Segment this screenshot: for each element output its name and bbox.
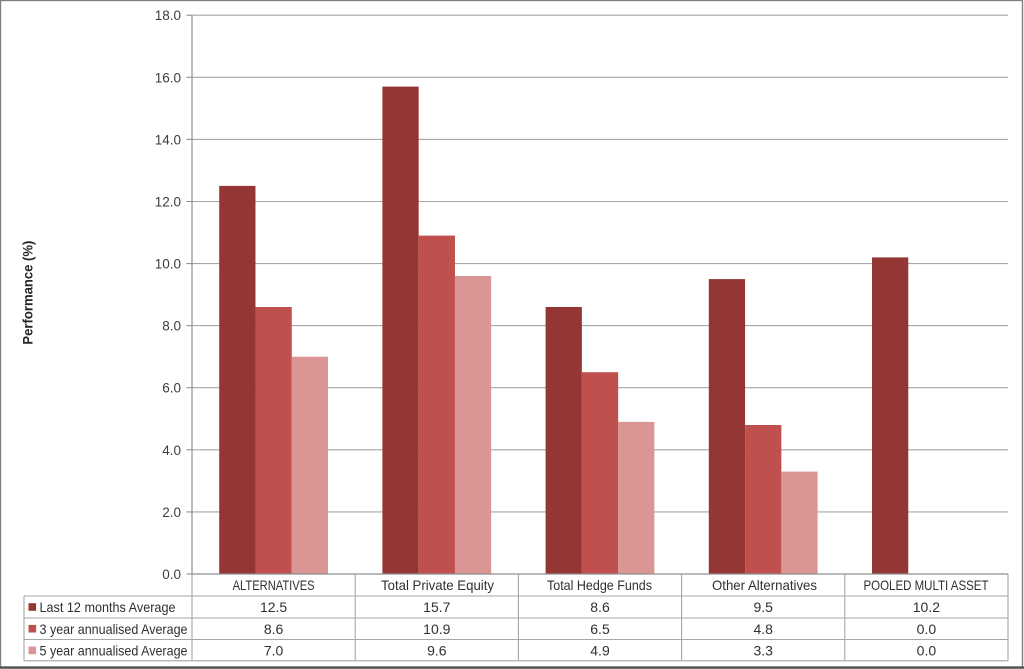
svg-text:0.0: 0.0 (917, 621, 937, 637)
svg-text:Total Hedge Funds: Total Hedge Funds (547, 577, 652, 593)
svg-text:Performance (%): Performance (%) (20, 241, 36, 345)
svg-text:4.8: 4.8 (753, 621, 773, 637)
svg-text:Other Alternatives: Other Alternatives (712, 577, 817, 593)
svg-text:2.0: 2.0 (162, 505, 181, 520)
svg-text:10.2: 10.2 (913, 599, 940, 615)
svg-text:Total Private Equity: Total Private Equity (381, 577, 494, 593)
svg-text:15.7: 15.7 (423, 599, 450, 615)
svg-text:POOLED MULTI ASSET: POOLED MULTI ASSET (864, 577, 989, 593)
svg-text:18.0: 18.0 (155, 8, 181, 23)
svg-text:8.6: 8.6 (264, 621, 284, 637)
svg-text:16.0: 16.0 (155, 70, 181, 85)
svg-text:7.0: 7.0 (264, 643, 284, 659)
svg-text:8.0: 8.0 (162, 319, 181, 334)
svg-text:4.0: 4.0 (162, 443, 181, 458)
svg-text:12.0: 12.0 (155, 195, 181, 210)
svg-text:ALTERNATIVES: ALTERNATIVES (233, 577, 315, 593)
svg-text:3.3: 3.3 (753, 643, 773, 659)
svg-text:9.6: 9.6 (427, 643, 447, 659)
svg-text:3 year annualised Average: 3 year annualised Average (40, 621, 188, 637)
svg-text:6.5: 6.5 (590, 621, 610, 637)
svg-text:5 year annualised Average: 5 year annualised Average (40, 643, 188, 659)
svg-text:8.6: 8.6 (590, 599, 610, 615)
svg-text:Last 12 months Average: Last 12 months Average (40, 599, 176, 615)
svg-text:12.5: 12.5 (260, 599, 287, 615)
svg-text:6.0: 6.0 (162, 381, 181, 396)
svg-text:9.5: 9.5 (753, 599, 773, 615)
svg-text:10.9: 10.9 (423, 621, 450, 637)
svg-text:4.9: 4.9 (590, 643, 610, 659)
svg-text:0.0: 0.0 (162, 567, 181, 582)
svg-text:14.0: 14.0 (155, 132, 181, 147)
svg-text:0.0: 0.0 (917, 643, 937, 659)
svg-text:10.0: 10.0 (155, 257, 181, 272)
